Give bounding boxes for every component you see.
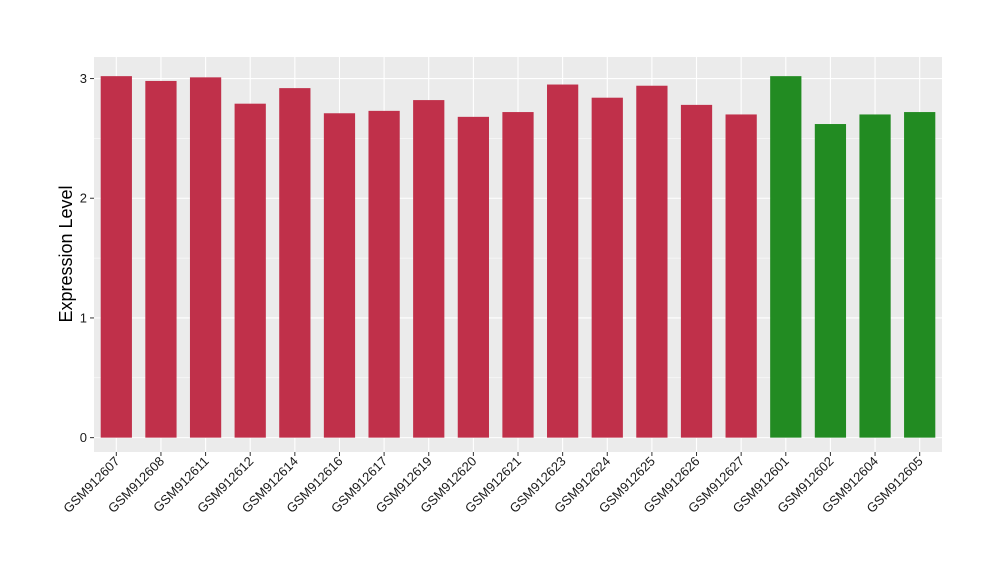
bar-GSM912623 [547,84,579,438]
bar-GSM912626 [680,104,713,438]
y-tick-label: 2 [80,191,87,206]
bar-GSM912604 [859,114,891,438]
bar-GSM912605 [904,112,936,438]
y-tick-label: 1 [80,310,87,325]
x-axis: GSM912607GSM912608GSM912611GSM912612GSM9… [60,452,926,516]
bar-GSM912614 [279,88,311,438]
y-tick-label: 3 [80,71,87,86]
bar-GSM912612 [234,103,266,438]
bar-GSM912601 [770,76,802,438]
bar-GSM912624 [591,97,623,438]
bar-GSM912607 [100,76,132,438]
bar-GSM912611 [189,77,222,438]
y-tick-label: 0 [80,430,87,445]
bar-GSM912625 [636,85,668,438]
bar-GSM912619 [413,100,445,438]
y-axis-title: Expression Level [56,185,76,322]
bar-GSM912608 [145,80,177,438]
bar-GSM912627 [725,114,757,438]
y-axis: 0 1 2 3 [80,71,94,445]
bar-GSM912620 [457,116,489,438]
bar-GSM912617 [368,110,400,438]
bar-GSM912602 [814,124,847,438]
bar-GSM912616 [323,113,356,438]
bars [100,76,936,438]
bar-GSM912621 [502,112,534,438]
